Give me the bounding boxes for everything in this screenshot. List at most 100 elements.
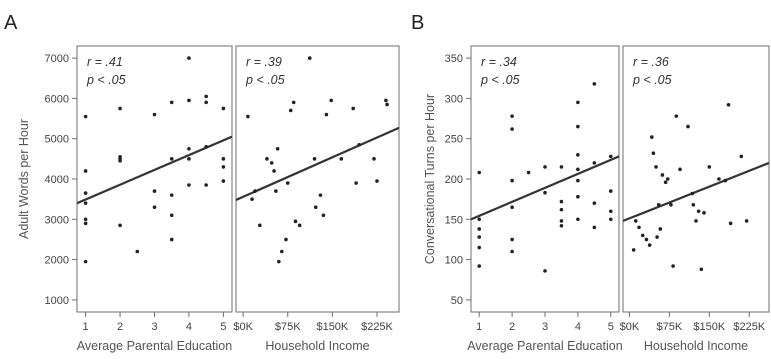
y-tick-label-a-6000: 6000 [45,93,69,105]
data-point [669,202,673,207]
data-point [608,209,613,214]
data-point [678,167,682,172]
data-point [307,56,312,60]
data-point [658,227,663,231]
data-point [274,189,278,193]
y-tick-label-a-7000: 7000 [45,53,69,65]
data-point [510,205,514,210]
y-tick-label-b-350: 350 [445,53,463,65]
data-point [691,202,696,207]
y-tick-label-b-150: 150 [445,214,463,226]
panel-a: A Adult Words per Hour 1000 2000 3000 4000 50… [4,12,400,353]
data-point [510,127,514,131]
data-point [277,259,281,264]
data-point [318,193,323,197]
data-point [152,112,157,117]
data-point [187,183,191,187]
data-point [559,219,564,223]
data-point [723,178,728,183]
panel-b: B Conversational Turns per Hour 50 100 150 2… [411,12,770,353]
data-point [83,169,88,173]
y-tick-label-a-4000: 4000 [45,174,69,186]
data-point [118,223,122,228]
y-axis-label-a: Adult Words per Hour [17,119,31,239]
data-point [169,213,174,218]
x-tick-label: 5 [608,321,614,333]
data-point [187,157,191,161]
data-point [744,219,749,223]
data-point [354,181,358,185]
panel-label-b: B [411,12,424,34]
data-point [204,183,208,187]
data-point [651,151,656,156]
data-point [221,165,226,169]
data-point [660,173,665,177]
data-point [83,221,88,226]
data-point [477,235,482,239]
regression-line [471,155,619,221]
x-tick-label: $150K [316,321,348,333]
data-point [576,194,580,199]
data-point [221,106,226,111]
x-tick-label: 1 [83,321,89,333]
x-tick-label: $75K [275,321,301,333]
data-point [204,94,208,99]
plot-frame [235,45,400,313]
data-point [265,157,269,161]
x-tick-label: 5 [220,321,226,333]
data-point [510,249,514,254]
y-tick-label-a-5000: 5000 [45,134,69,146]
x-axis-label: Household Income [265,339,369,353]
data-point [169,157,174,161]
y-tick-label-a-3000: 3000 [45,214,69,226]
data-point [656,202,661,207]
x-tick-label: 3 [542,321,548,333]
data-point [477,245,482,250]
data-point [324,112,329,117]
y-tick-label-b-50: 50 [451,295,463,307]
data-point [559,165,564,169]
data-point [592,201,597,205]
x-tick-label: 2 [509,321,515,333]
subplot-b-1: 1 2 3 4 5 Average Parental Education r = .34 p … [467,45,623,353]
data-point [647,243,652,247]
y-tick-label-b-250: 250 [445,134,463,146]
data-point [83,201,88,205]
data-point [510,114,514,118]
data-point [187,146,191,151]
y-tick-label-b-100: 100 [445,255,463,267]
data-point [477,217,482,222]
r-value-label: r = .41 [87,55,123,69]
p-value-label: p < .05 [632,73,672,87]
subplot-b-2: $0K $75K $150K $225K Household Income r = .36… [620,45,770,353]
x-tick-label: $0K [620,321,640,333]
data-point [152,189,157,193]
data-point [702,211,706,215]
data-point [576,167,580,172]
data-point [576,178,580,183]
y-tick-label-b-200: 200 [445,174,463,186]
data-point [312,157,317,161]
data-point [726,103,731,107]
data-point [665,177,670,181]
panel-label-a: A [4,12,18,34]
data-point [526,170,531,175]
data-point [83,217,88,222]
data-point [576,153,580,157]
data-point [510,237,514,242]
data-point [204,100,208,105]
data-point [671,264,675,268]
data-point [608,189,613,193]
data-point [640,233,645,238]
data-point [690,191,695,196]
data-point [559,199,564,204]
p-value-label: p < .05 [245,73,285,87]
data-point [288,108,293,113]
x-axis-label: Household Income [644,339,748,353]
data-point [187,56,191,60]
y-tick-label-a-2000: 2000 [45,255,69,267]
data-point [543,190,547,195]
r-value-label: r = .36 [633,55,669,69]
